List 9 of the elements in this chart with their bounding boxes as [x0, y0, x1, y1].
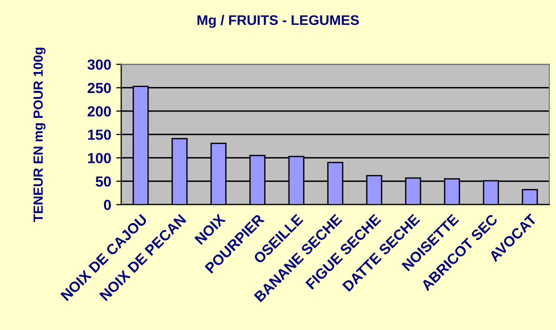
chart-title: Mg / FRUITS - LEGUMES: [198, 14, 359, 28]
y-tick-label: 100: [88, 152, 111, 164]
y-tick-label: 250: [88, 82, 111, 94]
y-axis-title: TENEUR EN mg POUR 100g: [33, 48, 46, 222]
y-tick-label: 300: [87, 59, 111, 70]
y-tick-label: 0: [104, 200, 111, 210]
y-tick-label: 50: [96, 176, 111, 187]
y-tick-label: 200: [88, 106, 111, 117]
y-tick-label: 150: [88, 130, 111, 140]
